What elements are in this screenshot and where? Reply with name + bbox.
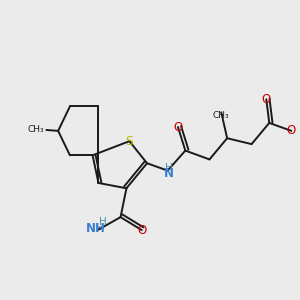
Text: O: O [287, 124, 296, 137]
Text: CH₃: CH₃ [213, 111, 230, 120]
Text: NH: NH [86, 222, 106, 235]
Text: O: O [173, 121, 183, 134]
Text: H: H [165, 163, 173, 173]
Text: CH₃: CH₃ [27, 125, 44, 134]
Text: S: S [125, 135, 134, 148]
Text: N: N [164, 167, 174, 180]
Text: H: H [99, 217, 107, 227]
Text: O: O [137, 224, 146, 237]
Text: O: O [262, 93, 271, 106]
